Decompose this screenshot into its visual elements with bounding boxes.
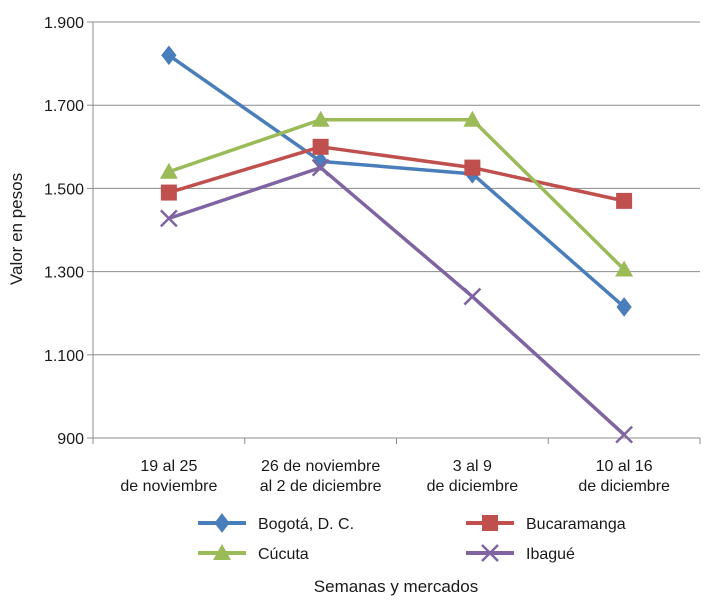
data-point-stroke [615, 425, 634, 444]
data-point [464, 159, 481, 176]
data-point [616, 192, 633, 209]
data-point [312, 138, 329, 155]
series-line [167, 53, 626, 309]
legend-label: Bogotá, D. C. [258, 516, 354, 533]
data-point [463, 110, 482, 127]
x-tick-label: 26 de noviembre [261, 458, 380, 475]
x-tick-label: de diciembre [427, 478, 519, 495]
x-tick-label: de noviembre [120, 478, 217, 495]
data-point-stroke [311, 158, 330, 177]
data-point [615, 425, 634, 444]
y-tick-label: 1.700 [44, 98, 84, 115]
data-point [311, 110, 330, 127]
y-tick-label: 1.300 [44, 265, 84, 282]
data-point [159, 209, 178, 228]
x-tick-label: 10 al 16 [596, 458, 653, 475]
legend-swatch-marker [481, 544, 499, 562]
data-point-stroke [463, 287, 482, 306]
data-point [463, 287, 482, 306]
data-point [311, 158, 330, 177]
series-line [168, 118, 626, 271]
y-axis-title: Valor en pesos [7, 173, 26, 285]
x-tick-label: 3 al 9 [453, 458, 492, 475]
legend-label: Cúcuta [258, 546, 309, 563]
series-line [168, 145, 625, 203]
x-axis-title: Semanas y mercados [314, 577, 478, 596]
legend-swatch-marker-stroke [481, 544, 499, 562]
legend-swatch-marker [214, 513, 230, 533]
axis-layer [87, 21, 701, 444]
y-tick-label: 900 [57, 431, 84, 448]
series-line [168, 165, 626, 436]
legend-swatch-marker [482, 515, 498, 531]
data-point [160, 184, 177, 201]
y-tick-label: 1.900 [44, 15, 84, 32]
label-layer: 900 1.100 1.300 1.500 1.700 1.900 19 al 25 de n… [44, 15, 670, 495]
data-point [616, 297, 632, 317]
data-point [161, 45, 177, 66]
y-tick-label: 1.500 [44, 181, 84, 198]
x-tick-label: de diciembre [578, 478, 670, 495]
legend-label: Ibagué [526, 546, 575, 563]
legend-swatch-marker [213, 544, 231, 560]
data-point [159, 162, 178, 179]
x-tick-label: 19 al 25 [140, 458, 197, 475]
legend: Bogotá, D. C. Bucaramanga Cúcuta Ibagué [198, 513, 626, 563]
legend-label: Bucaramanga [526, 516, 626, 533]
y-tick-label: 1.100 [44, 348, 84, 365]
data-point-stroke [159, 209, 178, 228]
x-tick-label: al 2 de diciembre [260, 478, 382, 495]
data-point [615, 260, 634, 277]
series-layer [159, 45, 634, 444]
